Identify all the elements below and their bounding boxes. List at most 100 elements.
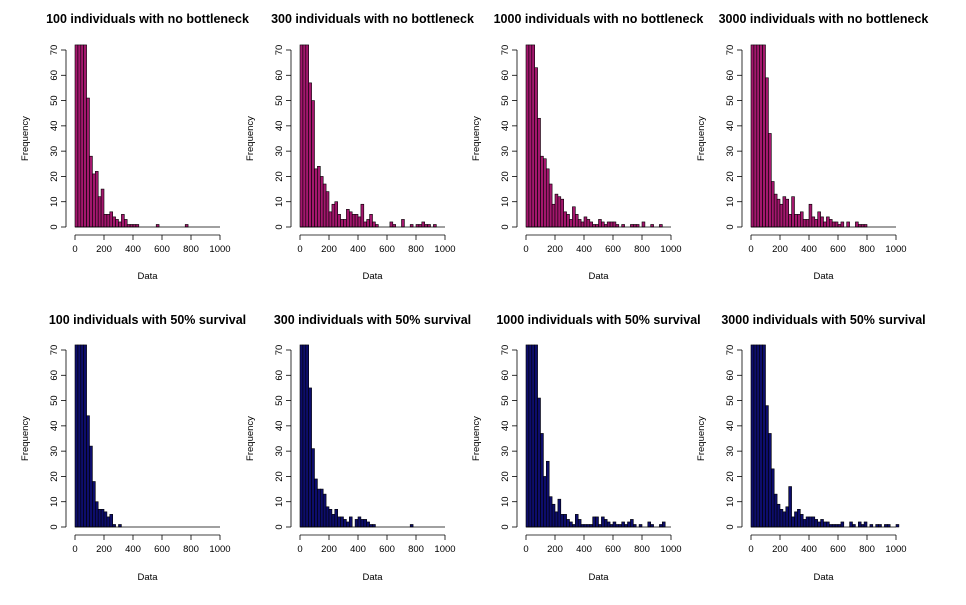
histogram-bar xyxy=(557,498,562,528)
histogram-bar xyxy=(826,521,830,528)
histogram-bar xyxy=(621,224,625,228)
histogram-bar xyxy=(765,77,769,228)
y-tick-label: 20 xyxy=(500,171,511,182)
histogram-bar xyxy=(863,521,868,528)
histogram-bar xyxy=(770,468,775,528)
histogram-bar xyxy=(577,219,582,228)
histogram-bar xyxy=(77,44,82,228)
x-tick-label: 400 xyxy=(801,544,817,555)
x-tick-label: 400 xyxy=(576,244,592,255)
histogram-bar xyxy=(863,224,868,228)
histogram-bar xyxy=(308,387,312,528)
histogram-bar xyxy=(97,196,102,228)
histogram-bar xyxy=(328,508,333,528)
panel-title: 3000 individuals with 50% survival xyxy=(721,313,925,327)
y-tick-label: 70 xyxy=(49,345,60,356)
histogram-bar xyxy=(351,214,356,228)
histogram-bar xyxy=(80,44,85,228)
histogram-bar xyxy=(372,524,376,528)
histogram-bar xyxy=(343,519,347,528)
x-tick-label: 800 xyxy=(859,244,875,255)
histogram-bar xyxy=(545,168,550,228)
histogram-bar xyxy=(115,219,119,228)
histogram-bar xyxy=(612,221,617,228)
panel-title: 1000 individuals with 50% survival xyxy=(496,313,700,327)
histogram-bar xyxy=(560,514,564,528)
histogram-bar xyxy=(817,211,821,228)
histogram-bar xyxy=(817,521,821,528)
histogram-bar xyxy=(308,82,312,228)
x-tick-label: 0 xyxy=(523,244,528,255)
histogram-bar xyxy=(840,521,845,528)
x-tick-label: 600 xyxy=(379,544,395,555)
x-tick-label: 1000 xyxy=(434,244,455,255)
y-axis-label: Frequency xyxy=(245,116,256,161)
histogram-bar xyxy=(415,224,420,228)
histogram-bar xyxy=(840,221,845,228)
x-tick-label: 1000 xyxy=(885,244,906,255)
histogram-bar xyxy=(860,224,865,228)
histogram-bar xyxy=(129,224,134,228)
histogram-bar xyxy=(630,224,634,228)
y-tick-label: 0 xyxy=(500,524,511,529)
histogram-bar xyxy=(823,521,827,528)
histogram-bar xyxy=(802,219,807,228)
x-tick-label: 0 xyxy=(72,544,77,555)
histogram-bar xyxy=(360,519,365,528)
histogram-bar xyxy=(799,211,804,228)
histogram-bar xyxy=(322,493,327,528)
histogram-bar xyxy=(820,519,824,528)
y-tick-label: 30 xyxy=(274,446,285,457)
histogram-bar xyxy=(756,44,760,228)
x-tick-label: 0 xyxy=(297,544,302,555)
x-tick-label: 800 xyxy=(634,244,650,255)
histogram-bar xyxy=(580,524,585,528)
histogram-bar xyxy=(421,221,425,228)
histogram-bar xyxy=(337,516,341,528)
histogram-bar xyxy=(86,97,90,228)
histogram-bar xyxy=(577,519,582,528)
histogram-bar xyxy=(534,67,538,228)
histogram-bar xyxy=(650,224,654,228)
histogram-bar xyxy=(525,44,530,228)
x-tick-label: 0 xyxy=(748,244,753,255)
histogram-bar xyxy=(372,221,376,228)
panel-title: 100 individuals with 50% survival xyxy=(49,313,246,327)
histogram-bar xyxy=(788,486,792,528)
x-tick-label: 1000 xyxy=(885,544,906,555)
histogram-bar xyxy=(606,221,611,228)
histogram-bar xyxy=(299,44,304,228)
histogram-bar xyxy=(808,516,813,528)
histogram-bar xyxy=(857,224,862,228)
x-axis-label: Data xyxy=(813,271,834,282)
histogram-bar xyxy=(860,524,865,528)
histogram-bar xyxy=(884,524,888,528)
y-tick-label: 40 xyxy=(725,421,736,432)
histogram-bar xyxy=(782,196,787,228)
histogram-bar xyxy=(334,201,338,228)
histogram-bar xyxy=(340,516,344,528)
x-tick-label: 0 xyxy=(72,244,77,255)
histogram-bar xyxy=(583,524,588,528)
x-tick-label: 200 xyxy=(772,544,788,555)
x-axis-label: Data xyxy=(137,572,158,583)
histogram-bar xyxy=(753,344,758,528)
panel-title: 3000 individuals with no bottleneck xyxy=(719,12,929,26)
histogram-bar xyxy=(797,214,801,228)
histogram-bar xyxy=(563,514,567,528)
histogram-bar xyxy=(805,219,810,228)
x-axis-label: Data xyxy=(588,271,609,282)
y-tick-label: 50 xyxy=(500,395,511,406)
x-tick-label: 400 xyxy=(576,544,592,555)
histogram-bar xyxy=(375,224,379,228)
histogram-bar xyxy=(109,514,114,528)
histogram-bar xyxy=(773,193,778,228)
x-axis-label: Data xyxy=(137,271,158,282)
y-tick-label: 70 xyxy=(274,345,285,356)
y-tick-label: 30 xyxy=(500,146,511,157)
histogram-bar xyxy=(574,214,579,228)
histogram-bar xyxy=(846,221,850,228)
y-tick-label: 0 xyxy=(500,224,511,229)
histogram-bar xyxy=(305,344,309,528)
